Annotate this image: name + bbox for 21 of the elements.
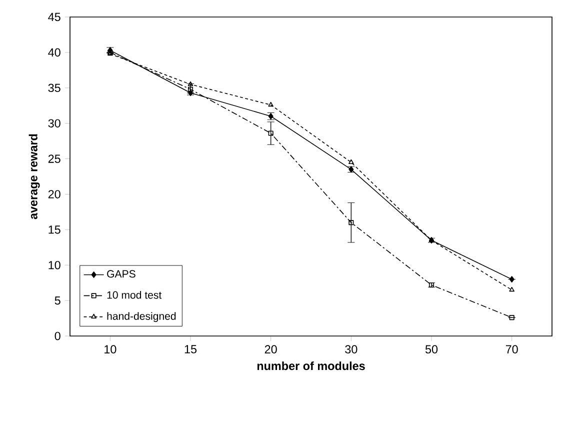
y-tick-label: 0 [54, 332, 60, 340]
x-tick-label: 50 [425, 345, 438, 354]
y-tick-label: 10 [48, 260, 60, 270]
y-tick-label: 30 [48, 119, 60, 128]
y-tick-label: 5 [54, 296, 60, 305]
y-tick-label: 20 [48, 190, 60, 198]
y-tick-label: 35 [48, 84, 60, 92]
legend-label: 10 mod test [107, 291, 162, 299]
x-axis-title: number of modules [257, 361, 365, 370]
legend-label: hand-designed [107, 312, 176, 322]
legend-label: GAPS [107, 270, 136, 278]
x-tick-label: 30 [345, 345, 358, 354]
y-tick-label: 40 [48, 48, 60, 57]
y-tick-label: 15 [48, 226, 60, 234]
y-tick-label: 25 [48, 154, 60, 163]
x-tick-label: 20 [264, 345, 277, 354]
y-axis-title: average reward [28, 134, 40, 220]
x-tick-label: 10 [104, 345, 116, 354]
x-tick-label: 70 [506, 345, 518, 354]
x-tick-label: 15 [184, 345, 197, 354]
y-tick-label: 45 [48, 12, 60, 22]
